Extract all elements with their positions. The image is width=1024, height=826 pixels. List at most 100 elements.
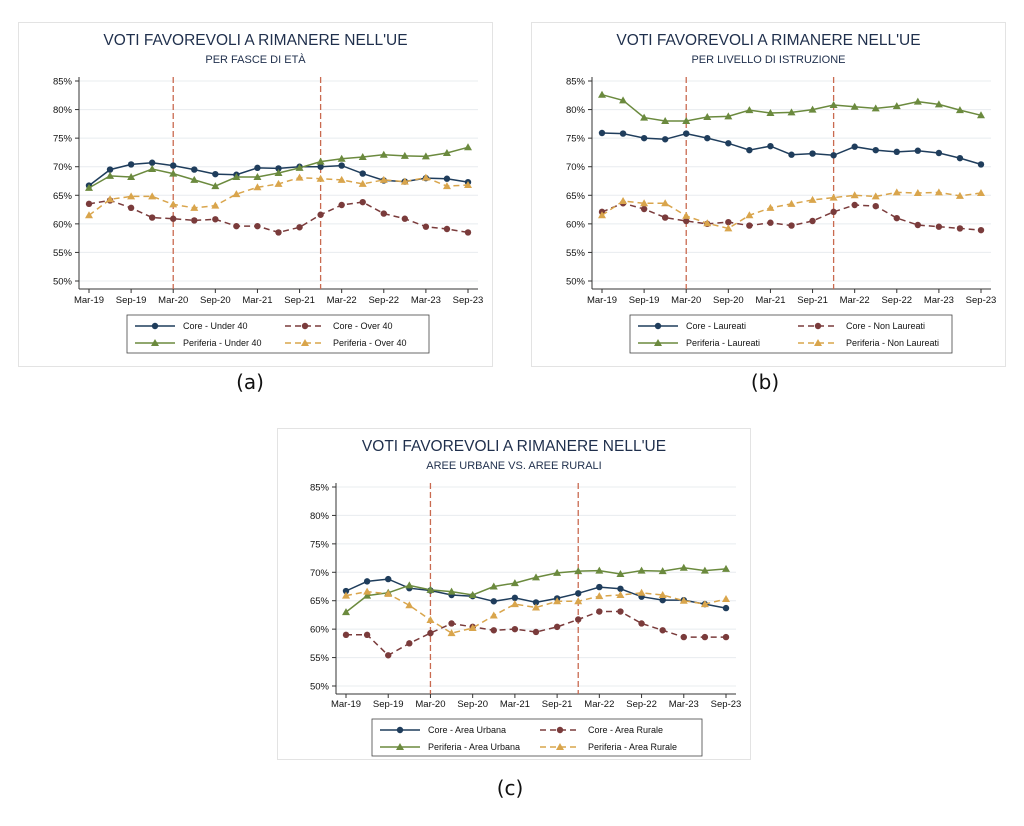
y-tick-label: 65% [566, 191, 586, 202]
data-point-periferia-area-urbana [447, 587, 456, 595]
legend-label-core-under-40: Core - Under 40 [183, 321, 248, 331]
data-point-periferia-over-40 [85, 211, 93, 219]
data-point-core-area-rurale [406, 640, 413, 647]
data-point-core-laureati [598, 129, 606, 137]
data-point-periferia-laureati [829, 101, 838, 108]
data-point-periferia-over-40 [106, 195, 115, 203]
data-point-periferia-non-laureati [682, 211, 691, 219]
data-point-periferia-under-40 [148, 165, 157, 172]
data-point-periferia-laureati [745, 106, 754, 114]
legend-marker-core-over-40 [301, 322, 309, 330]
chart-panel-education: VOTI FAVOREVOLI A RIMANERE NELL'UE PER LI… [531, 22, 1006, 367]
data-point-periferia-laureati [977, 111, 985, 119]
data-point-periferia-laureati [871, 104, 880, 112]
x-tick-label: Mar-21 [500, 699, 530, 710]
data-point-periferia-under-40 [211, 182, 220, 190]
x-tick-label: Mar-20 [415, 699, 445, 710]
x-tick-label: Mar-23 [411, 295, 441, 306]
data-point-periferia-over-40 [190, 203, 199, 211]
y-tick-label: 65% [53, 191, 73, 202]
data-point-periferia-under-40 [295, 163, 304, 171]
data-point-periferia-laureati [850, 102, 859, 110]
chart-panel-urban-rural: VOTI FAVOREVOLI A RIMANERE NELL'UE AREE U… [277, 428, 751, 760]
data-point-periferia-non-laureati [871, 192, 880, 200]
x-tick-label: Mar-19 [331, 699, 361, 710]
data-point-periferia-laureati [913, 97, 922, 105]
data-point-core-area-rurale [511, 625, 519, 633]
data-point-periferia-area-rurale [384, 589, 393, 597]
data-point-periferia-under-40 [169, 169, 178, 177]
y-tick-label: 75% [53, 134, 73, 145]
data-point-core-non-laureati [661, 214, 669, 221]
x-tick-label: Sep-22 [881, 295, 912, 306]
x-tick-label: Sep-21 [542, 699, 573, 710]
data-point-core-laureati [683, 130, 690, 137]
data-point-core-under-40 [106, 166, 114, 173]
data-point-core-under-40 [359, 170, 366, 177]
data-point-periferia-non-laureati [766, 203, 775, 211]
legend-box [126, 314, 430, 354]
x-tick-label: Mar-20 [158, 295, 188, 306]
data-point-periferia-under-40 [358, 153, 367, 160]
data-point-core-non-laureati [683, 217, 690, 225]
y-tick-label: 70% [566, 162, 586, 173]
y-tick-label: 55% [566, 248, 586, 259]
y-tick-label: 80% [566, 105, 586, 116]
x-tick-label: Mar-23 [669, 699, 699, 710]
data-point-periferia-area-urbana [658, 567, 667, 575]
data-point-periferia-area-rurale [574, 597, 583, 605]
data-point-core-area-urbana [617, 585, 624, 592]
data-point-core-area-urbana [490, 598, 497, 605]
legend-box [371, 718, 703, 757]
data-point-core-over-40 [127, 204, 135, 212]
data-point-core-non-laureati [809, 217, 816, 225]
legend-marker-core-area-rurale [556, 726, 564, 734]
data-point-periferia-laureati [619, 96, 628, 104]
legend-marker-core-under-40 [151, 322, 159, 330]
x-tick-label: Mar-22 [584, 699, 614, 710]
data-point-periferia-under-40 [400, 151, 409, 159]
data-point-core-laureati [935, 149, 943, 157]
data-point-core-laureati [872, 146, 879, 154]
data-point-core-under-40 [212, 170, 219, 178]
x-tick-label: Sep-21 [284, 295, 315, 306]
data-point-core-area-rurale [363, 631, 371, 639]
data-point-periferia-area-urbana [616, 569, 625, 577]
data-point-periferia-laureati [661, 117, 670, 124]
data-point-core-non-laureati [935, 223, 943, 230]
chart-title: VOTI FAVOREVOLI A RIMANERE NELL'UE [103, 32, 407, 49]
data-point-periferia-area-urbana [595, 566, 604, 574]
data-point-periferia-non-laureati [640, 199, 649, 207]
y-tick-label: 55% [310, 653, 330, 664]
x-tick-label: Mar-21 [755, 295, 785, 306]
data-point-periferia-area-rurale [722, 595, 730, 603]
data-point-periferia-under-40 [127, 173, 136, 180]
data-point-core-laureati [725, 140, 732, 147]
data-point-periferia-area-rurale [595, 592, 604, 600]
data-point-periferia-non-laureati [892, 188, 901, 196]
series-line-core-over-40 [88, 199, 469, 234]
data-point-periferia-over-40 [464, 181, 472, 188]
data-point-periferia-over-40 [274, 179, 283, 187]
data-point-core-laureati [746, 146, 753, 154]
x-tick-label: Mar-23 [924, 295, 954, 306]
legend-marker-periferia-over-40 [301, 339, 309, 346]
legend-marker-periferia-area-urbana [396, 743, 404, 750]
data-point-periferia-non-laureati [808, 195, 817, 203]
data-point-core-area-rurale [342, 631, 350, 639]
data-point-periferia-area-rurale [489, 611, 498, 619]
data-point-periferia-over-40 [295, 173, 304, 181]
legend-label-core-non-laureati: Core - Non Laureati [846, 321, 925, 331]
y-tick-label: 75% [310, 539, 330, 550]
series-line-periferia-laureati [601, 93, 982, 122]
data-point-periferia-area-rurale [679, 596, 688, 604]
y-tick-label: 80% [53, 105, 73, 116]
x-tick-label: Sep-23 [711, 699, 742, 710]
data-point-periferia-laureati [892, 102, 901, 110]
data-point-core-over-40 [401, 215, 409, 222]
data-point-core-under-40 [275, 165, 282, 172]
data-point-core-under-40 [148, 159, 156, 166]
data-point-core-over-40 [212, 216, 219, 223]
data-point-periferia-area-urbana [637, 566, 646, 574]
data-point-periferia-over-40 [169, 200, 178, 208]
